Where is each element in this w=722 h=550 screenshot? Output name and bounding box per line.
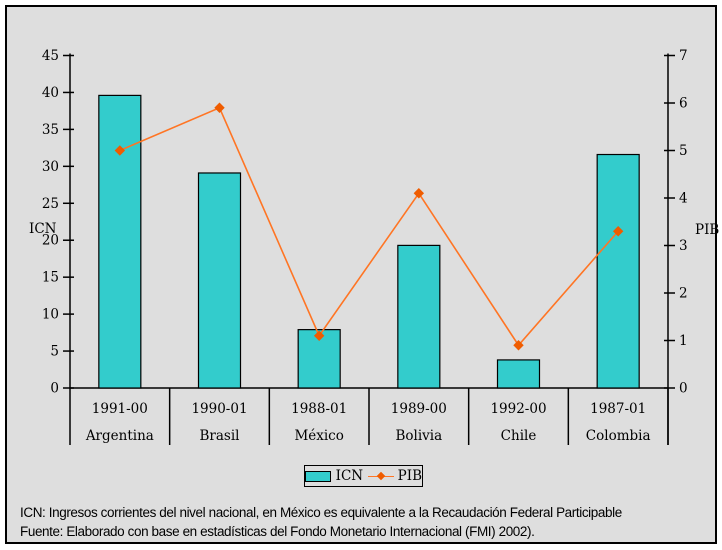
footnote-line2: Fuente: Elaborado con base en estadístic…: [20, 523, 535, 539]
category-country-label: Argentina: [85, 428, 154, 444]
left-axis-title: ICN: [29, 221, 57, 237]
chart-panel: 0 5 10 15 20 25 30 35 40 45 0 1 2 3 4 5 6 7 1991-00 1990-01…: [5, 5, 720, 544]
left-axis-tick-label: 15: [42, 270, 59, 286]
category-country-label: México: [294, 428, 343, 444]
left-axis-tick-label: 35: [42, 122, 59, 138]
category-period-label: 1990-01: [191, 401, 247, 417]
category-country-label: Chile: [501, 428, 537, 444]
category-period-label: 1988-01: [291, 401, 347, 417]
right-axis-tick-label: 5: [679, 143, 688, 159]
pib-marker-chile: [513, 340, 524, 351]
icn-bar-swatch: [305, 470, 331, 482]
category-period-label: 1992-00: [490, 401, 546, 417]
bar-bolivia: [397, 244, 441, 389]
pib-marker-argentina: [114, 145, 126, 156]
right-axis-title: PIB: [695, 222, 720, 238]
left-axis-tick-label: 5: [50, 344, 59, 360]
right-axis-tick-label: 0: [679, 381, 688, 397]
left-axis-tick-label: 25: [42, 196, 59, 212]
diamond-marker-icon: [376, 471, 386, 481]
category-period-label: 1987-01: [590, 401, 646, 417]
footnote: ICN: Ingresos corrientes del nivel nacio…: [20, 504, 712, 541]
left-axis-tick-label: 20: [42, 233, 59, 249]
legend-label-icn: ICN: [335, 468, 364, 484]
left-axis-tick-label: 0: [50, 381, 59, 397]
right-axis-tick-label: 2: [679, 286, 688, 302]
category-country-label: Colombia: [586, 428, 651, 444]
right-axis-tick-label: 1: [679, 333, 688, 349]
pib-line: [119, 106, 619, 347]
pib-marker-brasil: [214, 102, 225, 113]
bar-argentina: [98, 94, 142, 389]
category-period-label: 1989-00: [391, 401, 447, 417]
left-axis-tick-label: 40: [42, 85, 59, 101]
right-axis-tick-label: 4: [679, 191, 688, 207]
category-country-label: Brasil: [200, 428, 240, 444]
bar-colombia: [596, 153, 640, 389]
left-axis-tick-label: 10: [42, 307, 59, 323]
legend: ICN PIB: [304, 465, 423, 487]
pib-line-swatch: [368, 471, 395, 481]
legend-label-pib: PIB: [397, 468, 422, 484]
left-axis-tick-label: 45: [42, 48, 59, 64]
category-period-label: 1991-00: [92, 401, 148, 417]
right-axis-tick-label: 3: [679, 238, 688, 254]
bar-brasil: [197, 172, 242, 389]
left-axis-tick-label: 30: [42, 159, 59, 175]
pib-marker-colombia: [612, 226, 624, 237]
right-axis-tick-label: 7: [679, 48, 688, 64]
bar-chile: [496, 359, 541, 389]
footnote-line1: ICN: Ingresos corrientes del nivel nacio…: [20, 505, 622, 520]
pib-marker-méxico: [313, 330, 325, 341]
pib-marker-bolivia: [413, 188, 425, 199]
category-country-label: Bolivia: [395, 428, 442, 444]
right-axis-tick-label: 6: [679, 96, 688, 112]
